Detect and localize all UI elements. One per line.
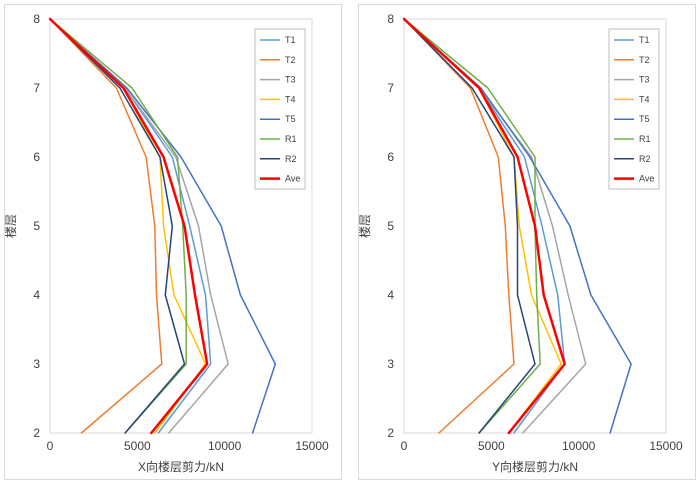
y-tick-label: 7 (33, 81, 40, 95)
legend-label-r1: R1 (285, 134, 297, 144)
y-tick-label: 5 (33, 219, 40, 233)
y-tick-label: 6 (387, 150, 394, 164)
y-tick-label: 8 (33, 12, 40, 26)
y-tick-label: 6 (33, 150, 40, 164)
series-line-ave (48, 17, 209, 435)
x-tick-label: 10000 (208, 439, 242, 453)
y-tick-label: 4 (33, 288, 40, 302)
plot-frame (49, 18, 313, 434)
legend-label-t2: T2 (285, 55, 296, 65)
legend-label-t4: T4 (285, 94, 296, 104)
legend-label-ave: Ave (639, 174, 654, 184)
legend-label-t4: T4 (639, 94, 650, 104)
legend-label-t5: T5 (639, 114, 650, 124)
legend-label-ave: Ave (285, 174, 300, 184)
series-line-t4 (403, 18, 562, 434)
y-tick-label: 3 (387, 357, 394, 371)
x-tick-label: 0 (401, 439, 408, 453)
series-line-t5 (403, 18, 632, 434)
series-line-t2 (403, 18, 515, 434)
x-tick-label: 15000 (649, 439, 683, 453)
y-tick-label: 2 (33, 426, 40, 440)
series-line-t3 (49, 18, 229, 434)
legend-box (254, 28, 306, 190)
legend-label-r2: R2 (285, 154, 297, 164)
legend-label-t3: T3 (639, 75, 650, 85)
series-line-r1 (49, 18, 187, 434)
series-line-t1 (403, 18, 566, 434)
y-tick-label: 3 (33, 357, 40, 371)
legend-label-t5: T5 (285, 114, 296, 124)
x-shear-chart-panel: 0 5000 10000 15000 2 3 4 5 6 7 8 X向楼层剪力/kN 楼层 T1 T2 T3 T… (4, 4, 342, 480)
y-shear-chart-panel: 0 5000 10000 15000 2 3 4 5 6 7 8 Y向楼层剪力/kN 楼层 T1 T2 T3 T… (358, 4, 696, 480)
y-tick-label: 7 (387, 81, 394, 95)
series-line-t1 (49, 18, 212, 434)
series-line-t2 (49, 18, 163, 434)
x-tick-label: 5000 (478, 439, 505, 453)
y-tick-label: 2 (387, 426, 394, 440)
legend-box (608, 28, 660, 190)
y-tick-label: 5 (387, 219, 394, 233)
x-tick-label: 10000 (562, 439, 596, 453)
legend-label-t2: T2 (639, 55, 650, 65)
legend-label-t3: T3 (285, 75, 296, 85)
y-axis-title: 楼层 (5, 214, 18, 238)
series-line-r2 (403, 18, 536, 434)
legend-label-r2: R2 (639, 154, 651, 164)
x-tick-label: 5000 (124, 439, 151, 453)
y-tick-label: 8 (387, 12, 394, 26)
x-tick-label: 15000 (295, 439, 329, 453)
y-tick-label: 4 (387, 288, 394, 302)
x-tick-label: 0 (47, 439, 54, 453)
legend-label-t1: T1 (285, 35, 296, 45)
series-line-r2 (49, 18, 186, 434)
series-line-t5 (49, 18, 277, 434)
x-axis-title: Y向楼层剪力/kN (492, 459, 578, 474)
y-shear-chart: 0 5000 10000 15000 2 3 4 5 6 7 8 Y向楼层剪力/kN 楼层 T1 T2 T3 T… (359, 12, 683, 474)
plot-frame (403, 18, 667, 434)
legend-label-r1: R1 (639, 134, 651, 144)
series-line-ave (402, 17, 566, 435)
legend-label-t1: T1 (639, 35, 650, 45)
y-axis-title: 楼层 (359, 214, 372, 238)
x-axis-title: X向楼层剪力/kN (138, 459, 224, 474)
x-shear-chart: 0 5000 10000 15000 2 3 4 5 6 7 8 X向楼层剪力/kN 楼层 T1 T2 T3 T… (5, 12, 329, 474)
